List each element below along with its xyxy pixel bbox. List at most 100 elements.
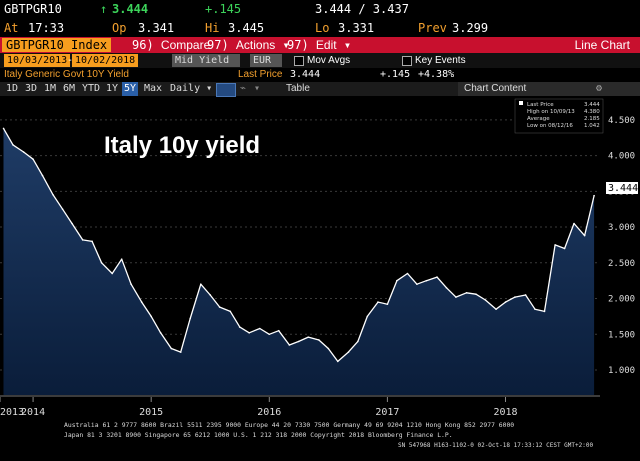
chart-legend: Last Price 3.444 High on 10/09/13 4.380 … (514, 98, 604, 134)
net-change: +.145 (205, 2, 242, 16)
mov-avgs-label: Mov Avgs (307, 55, 351, 66)
yield-area-fill (3, 128, 595, 395)
view-name: Line Chart (574, 38, 630, 52)
tab-6m[interactable]: 6M (63, 83, 76, 94)
data-point (583, 234, 586, 237)
data-point (524, 294, 527, 296)
compare-menu-label: Compare (160, 38, 211, 52)
chart-content-panel[interactable]: Chart Content (458, 82, 640, 96)
function-title-bar: GBTPGR10 Index 96) Compare 97) Actions ▾… (0, 37, 640, 53)
actions-menu-label: Actions (235, 38, 276, 52)
last-price-label: Last Price (238, 69, 283, 80)
legend-average-label: Average (527, 116, 550, 122)
chart-content-label: Chart Content (464, 83, 527, 94)
footer-session-line: SN 547968 H163-1102-0 02-Oct-18 17:33:12… (398, 442, 593, 449)
tab-1m[interactable]: 1M (44, 83, 57, 94)
data-point (61, 208, 64, 210)
x-tick-label: 2013 (0, 407, 24, 418)
data-point (259, 327, 261, 330)
mov-avgs-checkbox[interactable] (294, 56, 304, 66)
data-point (425, 279, 428, 282)
prev-value: 3.299 (452, 21, 489, 35)
tab-5y[interactable]: 5Y (122, 82, 139, 96)
actions-menu-number: 97) (207, 38, 229, 52)
frequency-select[interactable]: Daily ▾ (170, 82, 212, 96)
up-arrow-icon: ↑ (100, 2, 108, 16)
tab-ytd[interactable]: YTD (82, 83, 101, 94)
last-value-tag (606, 182, 638, 194)
x-tick-label: 2016 (257, 407, 281, 418)
data-point (543, 310, 546, 313)
quote-header-line1: GBTPGR10 ↑ 3.444 +.145 3.444 / 3.437 (0, 0, 640, 19)
data-point (514, 296, 516, 298)
security-index-box[interactable]: GBTPGR10 Index (2, 38, 112, 52)
table-button[interactable]: Table (286, 83, 310, 94)
tab-1d[interactable]: 1D (6, 83, 19, 94)
legend-last-price: 3.444 (584, 102, 600, 108)
data-point (81, 239, 84, 241)
y-tick-label: 2.000 (608, 295, 635, 305)
data-point (336, 360, 339, 363)
x-tick-label: 2015 (139, 407, 163, 418)
field-select[interactable]: Mid Yield (172, 54, 240, 67)
actions-menu[interactable]: 97) Actions ▾ (207, 37, 290, 53)
last-price-value: 3.444 (290, 69, 321, 80)
data-point (159, 332, 162, 334)
chart-title: Italy 10y yield (104, 132, 260, 159)
data-point (465, 292, 468, 294)
data-point (573, 222, 575, 225)
chart-type-icon[interactable]: ⌁ (240, 83, 247, 94)
data-point (288, 344, 291, 346)
legend-low-label: Low on 08/12/16 (527, 123, 573, 129)
date-separator: - (67, 55, 74, 66)
tab-1y[interactable]: 1Y (106, 83, 119, 94)
chevron-down-icon: ▾ (206, 83, 213, 94)
data-point (91, 240, 93, 243)
legend-average: 2.185 (584, 116, 600, 122)
tab-3d[interactable]: 3D (25, 83, 38, 94)
change-value: +.145 (380, 69, 411, 80)
quote-time: 17:33 (28, 21, 65, 35)
data-point (386, 303, 389, 306)
gear-icon[interactable]: ⚙ (596, 83, 603, 94)
data-point (277, 329, 280, 332)
legend-high: 4.380 (584, 109, 600, 115)
security-name: Italy Generic Govt 10Y Yield (4, 69, 129, 80)
data-point (268, 333, 271, 336)
edit-menu-label: Edit (315, 38, 337, 52)
data-point (22, 151, 25, 153)
data-point (416, 283, 418, 286)
edit-menu-number: 97) (287, 38, 309, 52)
data-point (307, 336, 310, 338)
open-value: 3.341 (138, 21, 175, 35)
compare-menu-number: 96) (132, 38, 154, 52)
data-point (327, 347, 330, 350)
data-point (484, 299, 487, 301)
data-point (495, 308, 497, 311)
chevron-down-icon[interactable]: ▾ (254, 83, 261, 94)
open-label: Op (112, 21, 127, 35)
data-point (318, 339, 320, 341)
compare-menu[interactable]: 96) Compare (132, 37, 210, 53)
start-date-field[interactable]: 10/03/2013 (4, 54, 71, 67)
data-point (366, 315, 369, 318)
data-point (377, 301, 379, 303)
data-point (504, 301, 507, 303)
line-chart-icon[interactable] (216, 83, 236, 97)
data-point (150, 315, 152, 318)
data-point (229, 310, 232, 313)
edit-menu[interactable]: 97) Edit ▾ (287, 37, 351, 53)
data-point (455, 296, 457, 298)
end-date-field[interactable]: 10/02/2018 (72, 54, 139, 67)
tab-max[interactable]: Max (144, 83, 163, 94)
high-value: 3.445 (228, 21, 265, 35)
y-tick-label: 4.000 (608, 152, 635, 162)
data-point (199, 283, 202, 286)
key-events-checkbox[interactable] (402, 56, 412, 66)
data-point (111, 272, 114, 275)
data-point (71, 222, 73, 225)
currency-select[interactable]: EUR (250, 54, 282, 67)
data-point (209, 294, 212, 296)
data-point (130, 283, 132, 286)
